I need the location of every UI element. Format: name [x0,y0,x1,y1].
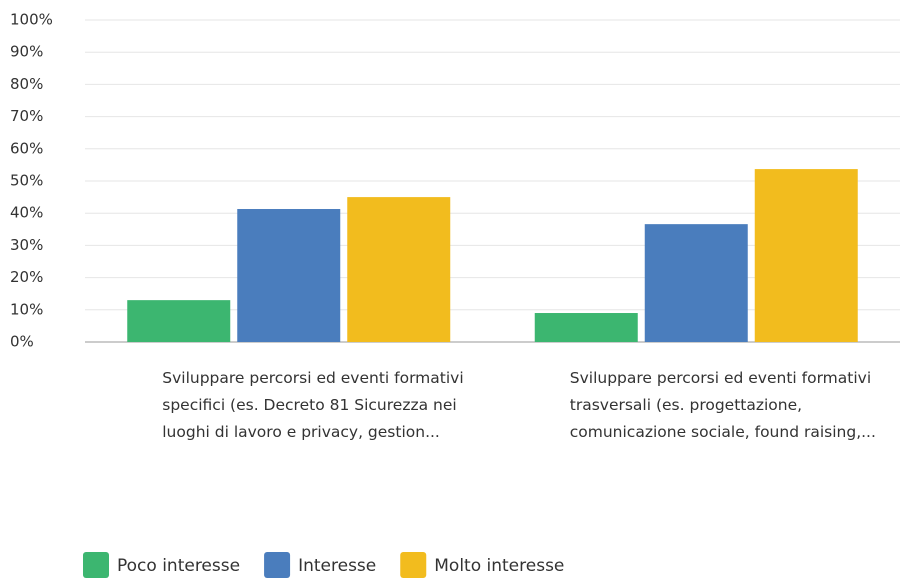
legend-swatch [400,552,427,578]
bar [127,300,231,342]
x-tick-label: Sviluppare percorsi ed eventi formativi … [569,369,876,441]
y-tick-label: 80% [10,75,43,93]
y-tick-label: 10% [10,300,43,318]
y-tick-label: 90% [10,43,43,61]
legend-label: Interesse [298,556,376,576]
y-tick-label: 30% [10,236,43,254]
y-tick-label: 0% [10,333,34,351]
bar [754,169,858,342]
bar [237,209,341,342]
x-tick-label: Sviluppare percorsi ed eventi formativi … [162,369,464,441]
bar [534,313,638,342]
bar [347,197,451,342]
legend-label: Poco interesse [117,556,240,576]
y-tick-label: 50% [10,172,43,190]
legend-swatch [83,552,109,578]
y-tick-label: 70% [10,107,43,125]
legend-label: Molto interesse [434,556,564,576]
y-tick-label: 40% [10,204,43,222]
y-tick-label: 60% [10,139,43,157]
y-tick-label: 20% [10,268,43,286]
y-tick-label: 100% [10,11,53,29]
bar [644,224,748,342]
legend-swatch [264,552,291,578]
